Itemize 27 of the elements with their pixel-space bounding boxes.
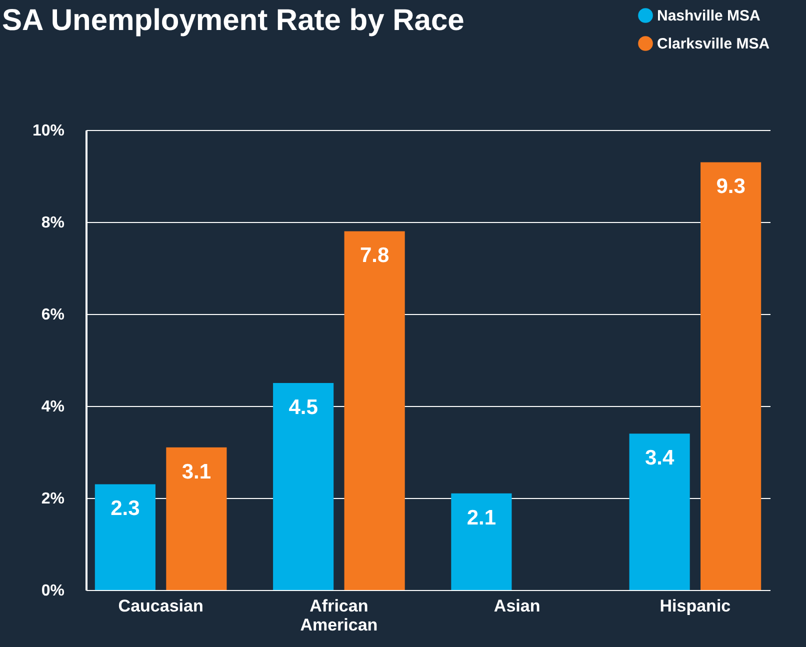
x-tick-label: Caucasian xyxy=(118,596,204,616)
x-tick-label: Asian xyxy=(494,596,540,616)
y-tick-label: 0% xyxy=(41,582,64,600)
data-label: 7.8 xyxy=(360,244,390,268)
data-label: 4.5 xyxy=(288,396,318,419)
bar xyxy=(344,231,405,590)
bar xyxy=(273,383,334,590)
chart-title: SA Unemployment Rate by Race xyxy=(2,4,464,37)
y-tick-label: 8% xyxy=(41,214,64,232)
x-tick-label: African American xyxy=(300,596,378,634)
data-label: 9.3 xyxy=(716,175,746,198)
x-tick-label: Hispanic xyxy=(660,596,731,616)
data-label: 2.3 xyxy=(110,497,140,520)
bar xyxy=(451,493,512,590)
legend-label: Nashville MSA xyxy=(657,8,761,24)
bar xyxy=(166,447,227,590)
bar xyxy=(629,434,690,590)
y-tick-label: 4% xyxy=(41,398,64,416)
y-tick-label: 10% xyxy=(32,122,64,140)
y-tick-label: 6% xyxy=(41,306,64,324)
data-label: 2.1 xyxy=(466,506,496,530)
legend-label: Clarksville MSA xyxy=(657,36,770,52)
data-label: 3.1 xyxy=(182,460,212,484)
data-label: 3.4 xyxy=(644,446,674,470)
bar xyxy=(700,162,762,590)
bar xyxy=(94,484,156,590)
y-tick-label: 2% xyxy=(41,490,64,508)
